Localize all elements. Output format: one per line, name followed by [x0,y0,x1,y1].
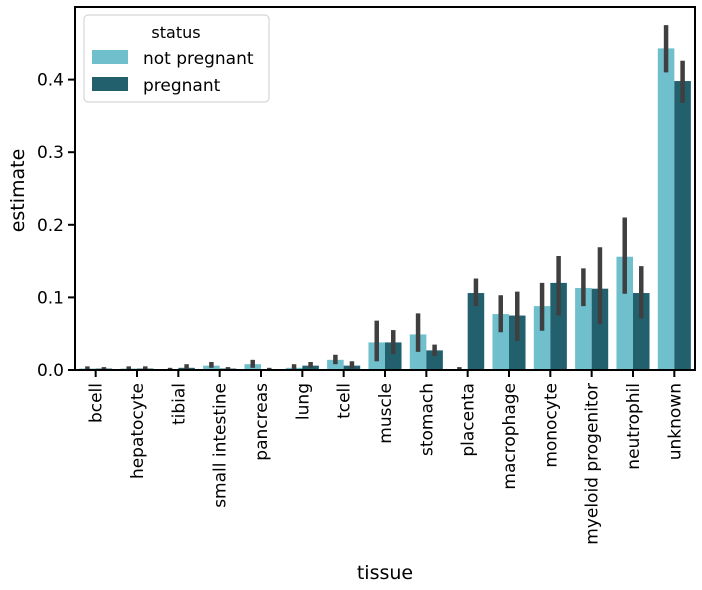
legend-label-pregnant: pregnant [143,76,221,96]
x-tick-label-hepatocyte: hepatocyte [128,383,148,479]
bar-not-pregnant-unknown [657,48,675,371]
y-axis: 0.0 0.1 0.2 0.3 0.4 [37,71,75,381]
bar-pregnant-placenta [467,293,485,370]
x-tick-label-lung: lung [293,383,313,420]
bar-pregnant-myeloid-progenitor [591,288,609,370]
x-tick-label-small-intestine: small intestine [211,383,231,508]
legend-label-not-pregnant: not pregnant [143,49,254,69]
x-axis: bcell hepatocyte tibial small intestine panc… [87,370,685,545]
bar-not-pregnant-monocyte [533,306,551,370]
bar-pregnant-macrophage [509,315,526,370]
legend-swatch-pregnant [92,77,128,91]
bar-not-pregnant-myeloid-progenitor [575,287,592,370]
x-tick-label-pancreas: pancreas [252,383,272,461]
x-tick-label-macrophage: macrophage [500,383,520,490]
x-tick-label-stomach: stomach [417,383,437,456]
bars-layer [79,48,691,371]
bar-not-pregnant-macrophage [492,314,509,370]
x-tick-label-monocyte: monocyte [541,383,561,468]
x-tick-label-neutrophil: neutrophil [624,383,644,470]
x-axis-label: tissue [357,562,413,584]
y-tick-label: 0.1 [37,288,64,308]
x-tick-label-tibial: tibial [169,383,189,425]
x-tick-label-unknown: unknown [665,383,685,460]
x-tick-label-muscle: muscle [376,383,396,444]
bar-pregnant-unknown [674,81,691,370]
bar-not-pregnant-tcell [327,359,344,370]
y-tick-label: 0.2 [37,216,64,236]
x-tick-label-tcell: tcell [335,383,355,419]
y-tick-label: 0.4 [37,71,64,91]
bar-pregnant-monocyte [550,282,567,370]
legend-swatch-not-pregnant [92,50,128,64]
x-tick-label-bcell: bcell [87,383,107,423]
bar-not-pregnant-small-intestine [203,365,220,370]
legend-box [83,14,270,103]
bar-pregnant-muscle [385,342,402,370]
x-tick-label-placenta: placenta [459,383,479,457]
bar-not-pregnant-neutrophil [616,256,633,370]
bar-not-pregnant-stomach [409,334,427,370]
x-tick-label-myeloid-progenitor: myeloid progenitor [583,383,603,545]
bar-pregnant-lung [302,365,319,370]
legend: status not pregnant pregnant [83,14,270,103]
legend-title: status [151,23,200,42]
bar-pregnant-neutrophil [633,293,650,370]
y-axis-label: estimate [7,149,29,233]
y-tick-label: 0.0 [37,361,64,381]
y-tick-label: 0.3 [37,143,64,163]
bar-pregnant-stomach [426,350,443,370]
